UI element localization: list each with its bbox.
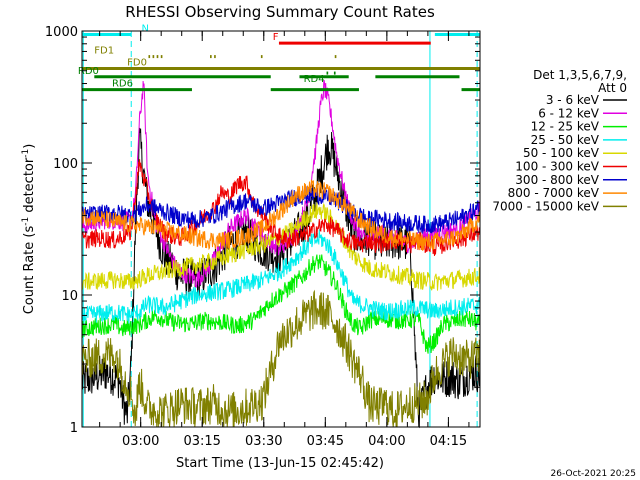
y-axis: 1 10 100 1000: [45, 25, 480, 436]
x-axis-label: Start Time (13-Jun-15 02:45:42): [176, 456, 384, 471]
legend-header-line2: Att 0: [598, 81, 627, 95]
y-axis-label-sup-2: -1: [21, 149, 31, 158]
flag-label: RD0: [78, 66, 99, 77]
x-tick-label: 03:30: [245, 434, 282, 449]
plot-frame: [81, 30, 481, 428]
legend-label: 50 - 100 keV: [523, 146, 600, 160]
chart-title: RHESSI Observing Summary Count Rates: [125, 3, 435, 21]
flag-label: RD4: [304, 74, 325, 85]
series-line: [81, 289, 481, 428]
y-axis-label: Count Rate (s-1 detector-1): [21, 144, 37, 315]
legend-label: 800 - 7000 keV: [508, 186, 600, 200]
flag-label: FD0: [127, 57, 147, 68]
legend-header-line1: Det 1,3,5,6,7,9,: [533, 68, 627, 82]
x-tick-label: 03:45: [307, 434, 344, 449]
legend-label: 6 - 12 keV: [538, 106, 600, 120]
y-tick-label: 1000: [45, 25, 78, 40]
series-line: [81, 159, 481, 256]
legend-label: 100 - 300 keV: [515, 160, 599, 174]
series-line: [81, 179, 481, 251]
flag-label: RD6: [112, 79, 133, 90]
flag-bars: N F FD1 FD0 RD0 RD6 RD4: [78, 24, 480, 92]
y-tick-label: 10: [61, 289, 78, 304]
y-tick-label: 100: [53, 157, 78, 172]
flag-label: FD1: [94, 46, 114, 57]
legend-label: 7000 - 15000 keV: [492, 199, 599, 213]
y-axis-label-main: Count Rate (s: [22, 226, 37, 315]
flag-label: F: [273, 32, 279, 43]
legend-label: 25 - 50 keV: [531, 133, 600, 147]
legend-label: 3 - 6 keV: [546, 93, 600, 107]
x-tick-label: 04:15: [430, 434, 467, 449]
y-axis-label-close: ): [22, 144, 37, 149]
footer-timestamp: 26-Oct-2021 20:25: [551, 469, 636, 479]
x-tick-label: 04:00: [368, 434, 405, 449]
x-tick-label: 03:15: [183, 434, 220, 449]
legend-label: 300 - 800 keV: [515, 173, 599, 187]
y-axis-label-sup: -1: [21, 217, 31, 226]
y-tick-label: 1: [70, 421, 78, 436]
series-line: [81, 229, 481, 325]
series-layer: [81, 79, 481, 429]
y-axis-label-tail: detector: [22, 157, 37, 217]
legend-label: 12 - 25 keV: [531, 120, 600, 134]
x-axis: 03:00 03:15 03:30 03:45 04:00 04:15: [99, 31, 470, 449]
flag-label: N: [141, 24, 148, 35]
x-tick-label: 03:00: [122, 434, 159, 449]
